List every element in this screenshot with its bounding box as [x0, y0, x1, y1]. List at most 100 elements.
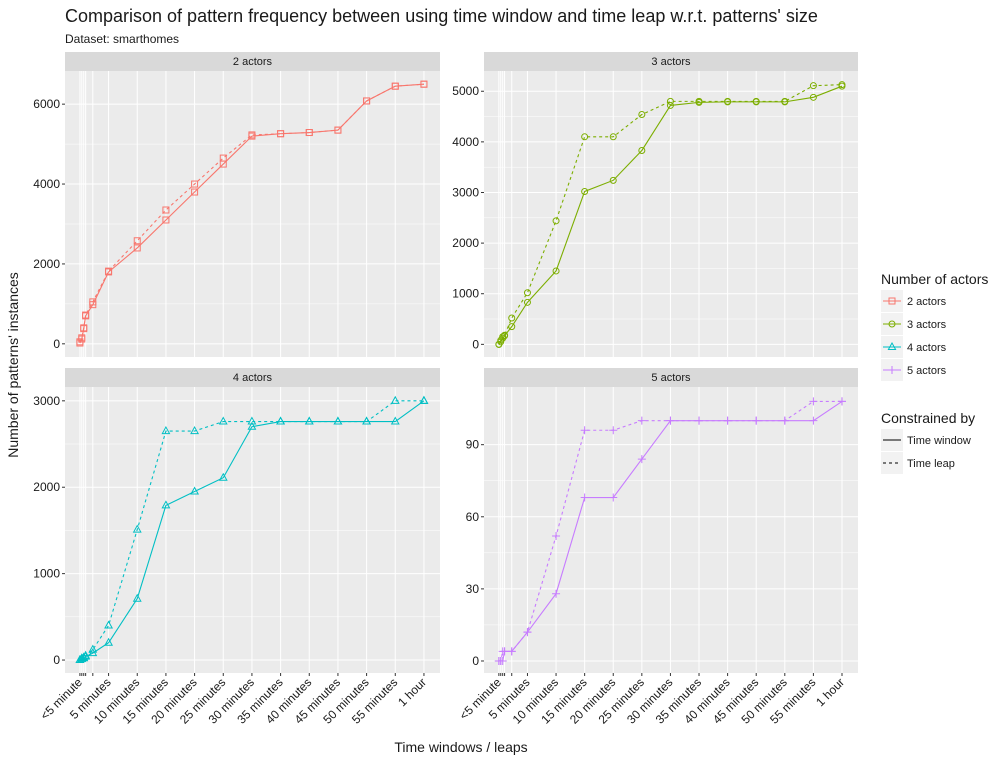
y-tick-label: 2000: [452, 236, 479, 250]
point: [419, 395, 429, 404]
chart-title: Comparison of pattern frequency between …: [65, 6, 818, 26]
point: [76, 338, 84, 346]
x-tick-label: 1 hour: [813, 675, 847, 709]
point: [161, 426, 171, 435]
strip-title: 4 actors: [233, 372, 273, 384]
point: [780, 416, 789, 425]
point: [80, 324, 88, 332]
point: [390, 416, 400, 425]
point: [89, 298, 97, 306]
point: [390, 395, 400, 404]
point: [105, 267, 113, 275]
line: [79, 83, 424, 343]
chart-subtitle: Dataset: smarthomes: [65, 32, 179, 46]
panel-background: [65, 387, 440, 673]
point: [609, 426, 618, 435]
point: [247, 416, 257, 425]
point: [499, 333, 507, 341]
strip-background: [65, 368, 440, 387]
line: [498, 85, 843, 345]
panel-background: [484, 387, 858, 673]
point: [81, 650, 91, 659]
point: [496, 656, 505, 665]
y-tick-label: 0: [53, 653, 60, 667]
point: [334, 126, 342, 134]
point: [75, 655, 85, 664]
point: [497, 336, 505, 344]
point: [837, 397, 846, 406]
point: [638, 146, 646, 154]
point: [218, 416, 228, 425]
line: [498, 84, 843, 345]
y-axis-title: Number of patterns' instances: [5, 272, 21, 458]
point: [752, 97, 760, 105]
point: [104, 620, 114, 629]
point: [276, 416, 286, 425]
point: [277, 130, 285, 138]
point: [362, 416, 372, 425]
point: [508, 314, 516, 322]
point: [809, 82, 817, 90]
point: [523, 298, 531, 306]
point: [88, 644, 98, 653]
strip-title: 5 actors: [651, 372, 691, 384]
point: [723, 416, 732, 425]
point: [79, 652, 89, 661]
point: [500, 647, 509, 656]
x-tick-label: 1 hour: [395, 675, 429, 709]
x-axis-title: Time windows / leaps: [394, 739, 527, 755]
y-tick-label: 3000: [33, 394, 60, 408]
point: [495, 340, 503, 348]
point: [637, 416, 646, 425]
legend-label: 5 actors: [907, 365, 947, 377]
point: [162, 206, 170, 214]
point: [552, 267, 560, 275]
point: [501, 331, 509, 339]
point: [752, 416, 761, 425]
strip-background: [65, 52, 440, 71]
point: [363, 97, 371, 105]
point: [161, 500, 171, 509]
point: [78, 334, 86, 342]
point: [887, 341, 897, 350]
point: [247, 421, 257, 430]
legend-label: 2 actors: [907, 296, 947, 308]
legend-title: Constrained by: [881, 410, 975, 426]
point: [888, 366, 896, 374]
legend-label: 4 actors: [907, 342, 947, 354]
y-tick-label: 3000: [452, 185, 479, 199]
point: [218, 472, 228, 481]
y-tick-label: 0: [472, 654, 479, 668]
y-tick-label: 90: [466, 438, 480, 452]
y-tick-label: 60: [466, 510, 480, 524]
point: [809, 416, 818, 425]
point: [219, 154, 227, 162]
point: [638, 111, 646, 119]
point: [809, 397, 818, 406]
point: [133, 237, 141, 245]
point: [133, 244, 141, 252]
point: [666, 416, 675, 425]
point: [304, 416, 314, 425]
point: [581, 187, 589, 195]
strip-title: 3 actors: [651, 56, 691, 68]
point: [190, 486, 200, 495]
y-tick-label: 1000: [452, 287, 479, 301]
point: [888, 297, 896, 305]
point: [507, 647, 516, 656]
y-tick-label: 5000: [452, 84, 479, 98]
point: [523, 628, 532, 637]
point: [248, 131, 256, 139]
point: [552, 217, 560, 225]
point: [82, 311, 90, 319]
strip-title: 2 actors: [233, 56, 273, 68]
point: [580, 426, 589, 435]
point: [132, 524, 142, 533]
point: [781, 97, 789, 105]
point: [580, 493, 589, 502]
y-tick-label: 0: [472, 337, 479, 351]
legend-label: Time window: [907, 435, 971, 447]
y-tick-label: 0: [53, 337, 60, 351]
point: [162, 216, 170, 224]
